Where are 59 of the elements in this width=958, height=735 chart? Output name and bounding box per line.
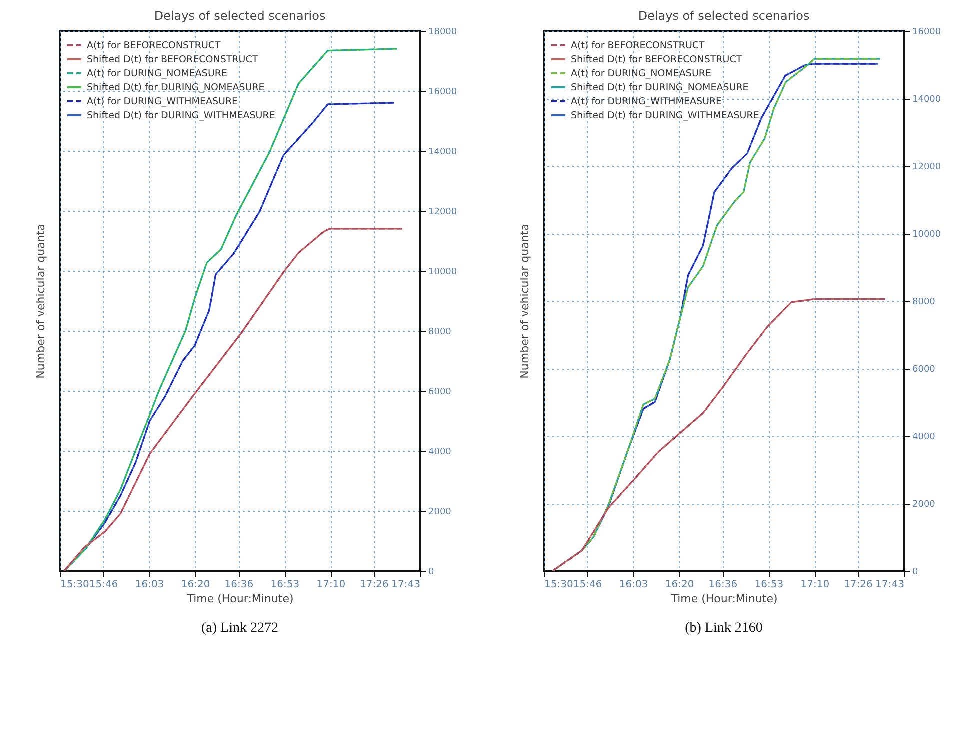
x-tick-label: 16:53 — [270, 580, 300, 590]
x-tick-label: 17:10 — [316, 580, 346, 590]
legend-label: Shifted D(t) for DURING_NOMEASURE — [571, 82, 749, 94]
x-tick-label: 16:36 — [708, 580, 738, 590]
x-tick-label: 16:03 — [619, 580, 648, 590]
y-tick-label: 14000 — [912, 95, 942, 105]
x-axis-title: Time (Hour:Minute) — [670, 592, 778, 606]
x-axis-title: Time (Hour:Minute) — [186, 592, 294, 606]
x-tick-label: 16:53 — [754, 580, 784, 590]
chart-title: Delays of selected scenarios — [154, 9, 326, 23]
y-tick-label: 12000 — [428, 208, 458, 218]
y-tick-label: 16000 — [428, 88, 458, 98]
y-tick-label: 12000 — [912, 162, 942, 172]
y-tick-label: 2000 — [912, 500, 936, 510]
x-tick-label: 17:43 — [392, 580, 420, 590]
x-tick-label: 15:30 — [544, 580, 574, 590]
y-axis-title: Number of vehicular quanta — [34, 224, 48, 379]
x-tick-label: 16:20 — [665, 580, 694, 590]
legend-label: A(t) for DURING_WITHMEASURE — [87, 96, 238, 108]
x-tick-label: 16:20 — [181, 580, 210, 590]
line-series — [64, 228, 403, 571]
y-axis-title: Number of vehicular quanta — [518, 224, 532, 379]
legend-label: A(t) for DURING_WITHMEASURE — [571, 96, 722, 108]
y-tick-label: 8000 — [912, 298, 936, 308]
legend-label: A(t) for DURING_NOMEASURE — [87, 68, 228, 80]
legend-label: Shifted D(t) for DURING_WITHMEASURE — [571, 110, 760, 122]
y-tick-label: 18000 — [428, 28, 458, 38]
x-tick-label: 15:46 — [573, 580, 602, 590]
legend-label: Shifted D(t) for DURING_WITHMEASURE — [87, 110, 276, 122]
legend-label: Shifted D(t) for BEFORECONSTRUCT — [571, 54, 742, 66]
y-tick-label: 2000 — [428, 508, 452, 518]
legend-label: A(t) for DURING_NOMEASURE — [571, 68, 712, 80]
legend-label: Shifted D(t) for DURING_NOMEASURE — [87, 82, 265, 94]
y-tick-label: 0 — [428, 568, 434, 578]
y-tick-label: 6000 — [912, 365, 936, 375]
chart-title: Delays of selected scenarios — [638, 9, 810, 23]
legend-label: A(t) for BEFORECONSTRUCT — [571, 40, 706, 52]
y-tick-label: 4000 — [428, 448, 452, 458]
y-tick-label: 10000 — [912, 230, 942, 240]
legend-label: A(t) for BEFORECONSTRUCT — [87, 40, 222, 52]
x-tick-label: 17:26 — [360, 580, 389, 590]
y-tick-label: 4000 — [912, 432, 936, 442]
x-tick-label: 15:30 — [60, 580, 90, 590]
y-tick-label: 0 — [912, 568, 918, 578]
x-tick-label: 16:03 — [135, 580, 164, 590]
line-series — [552, 298, 886, 571]
x-tick-label: 17:43 — [876, 580, 904, 590]
text: (a) Link 2272 — [202, 621, 278, 636]
text: (b) Link 2160 — [685, 621, 763, 636]
x-tick-label: 16:36 — [224, 580, 254, 590]
x-tick-label: 15:46 — [89, 580, 118, 590]
x-tick-label: 17:10 — [800, 580, 830, 590]
y-tick-label: 8000 — [428, 328, 452, 338]
x-tick-label: 17:26 — [844, 580, 873, 590]
y-tick-label: 6000 — [428, 388, 452, 398]
y-tick-label: 16000 — [912, 28, 942, 38]
y-tick-label: 14000 — [428, 148, 458, 158]
legend-label: Shifted D(t) for BEFORECONSTRUCT — [87, 54, 258, 66]
y-tick-label: 10000 — [428, 268, 458, 278]
